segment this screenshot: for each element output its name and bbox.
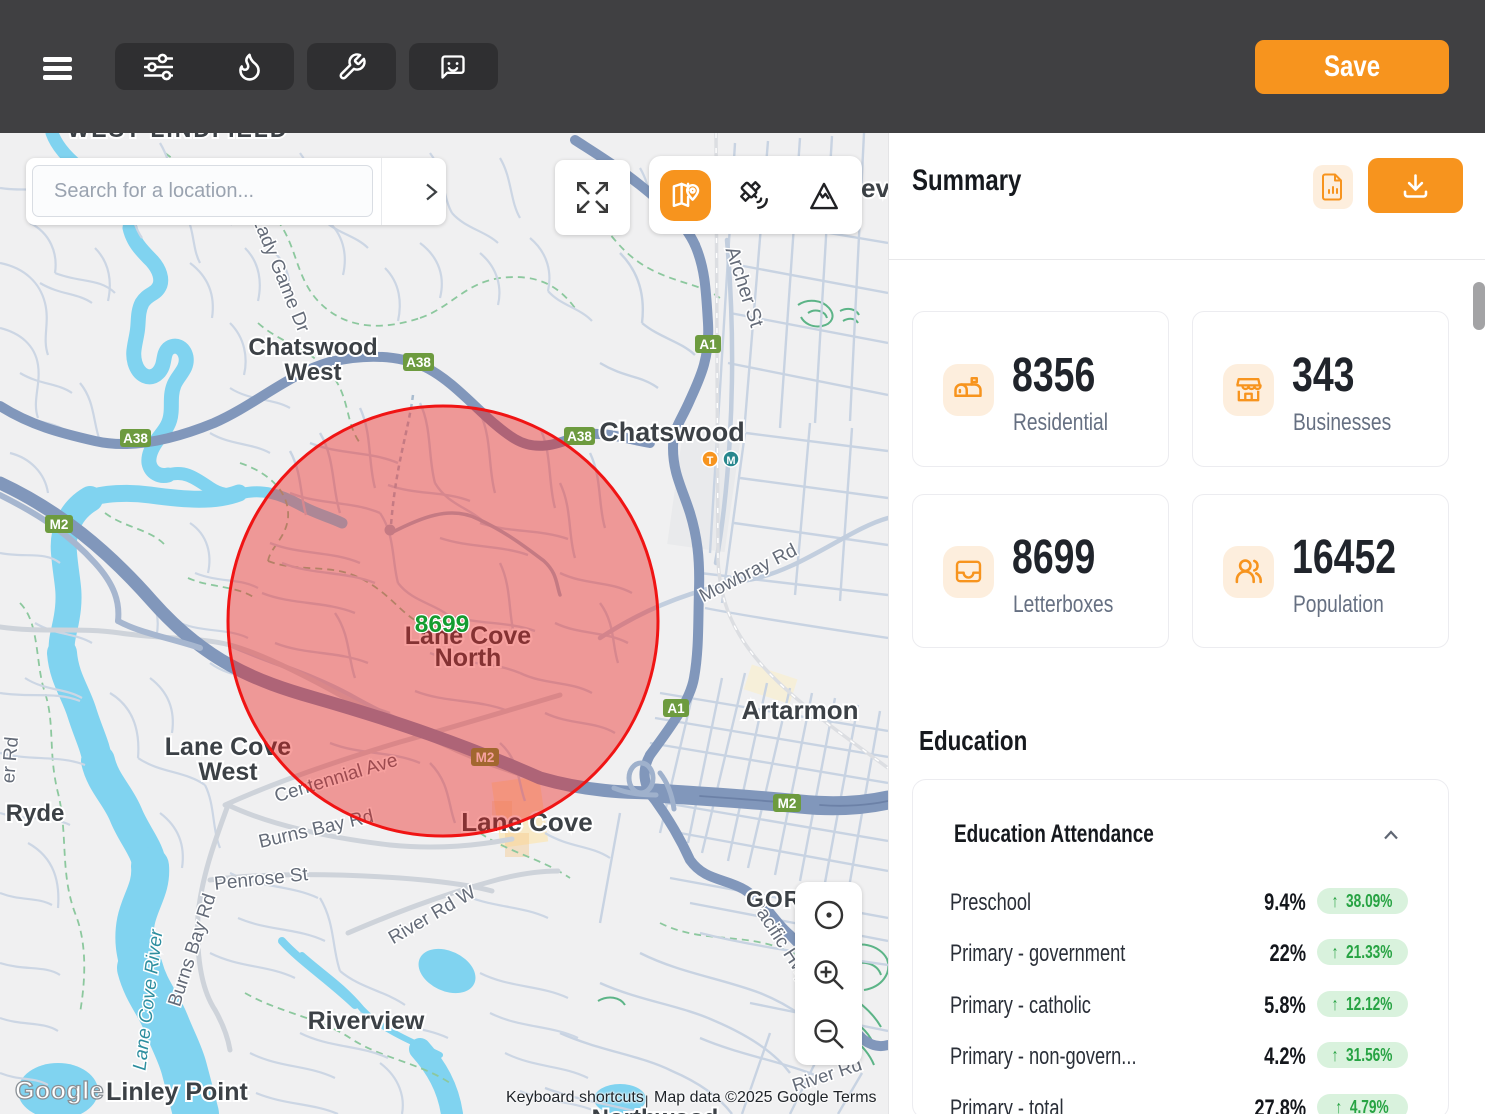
- svg-text:A1: A1: [667, 701, 685, 716]
- svg-text:WEST LINDFIELD: WEST LINDFIELD: [68, 133, 289, 142]
- svg-text:A38: A38: [406, 355, 431, 370]
- svg-text:M: M: [726, 455, 735, 467]
- svg-text:Linley Point: Linley Point: [106, 1078, 248, 1106]
- svg-text:West: West: [285, 359, 342, 386]
- svg-text:M2: M2: [476, 750, 495, 765]
- svg-text:Lane Cove: Lane Cove: [461, 807, 593, 837]
- svg-text:Northwood: Northwood: [592, 1105, 719, 1114]
- svg-text:A1: A1: [699, 337, 717, 352]
- svg-text:Artarmon: Artarmon: [741, 695, 858, 725]
- svg-text:Chatswood: Chatswood: [599, 417, 745, 447]
- svg-text:er Rd: er Rd: [0, 736, 23, 784]
- svg-text:Ryde: Ryde: [6, 800, 65, 827]
- svg-text:ev: ev: [861, 173, 888, 203]
- svg-text:8699: 8699: [415, 611, 470, 638]
- svg-text:A38: A38: [123, 431, 148, 446]
- svg-text:Lane Cove: Lane Cove: [165, 733, 292, 761]
- svg-text:Lane Cove: Lane Cove: [405, 622, 532, 650]
- svg-text:Riverview: Riverview: [308, 1007, 425, 1035]
- svg-text:T: T: [707, 455, 714, 467]
- svg-text:West: West: [198, 758, 258, 786]
- svg-text:Chatswood: Chatswood: [248, 334, 377, 361]
- svg-text:A38: A38: [567, 429, 592, 444]
- svg-text:M2: M2: [50, 517, 69, 532]
- svg-text:M2: M2: [778, 796, 797, 811]
- svg-text:North: North: [435, 644, 502, 672]
